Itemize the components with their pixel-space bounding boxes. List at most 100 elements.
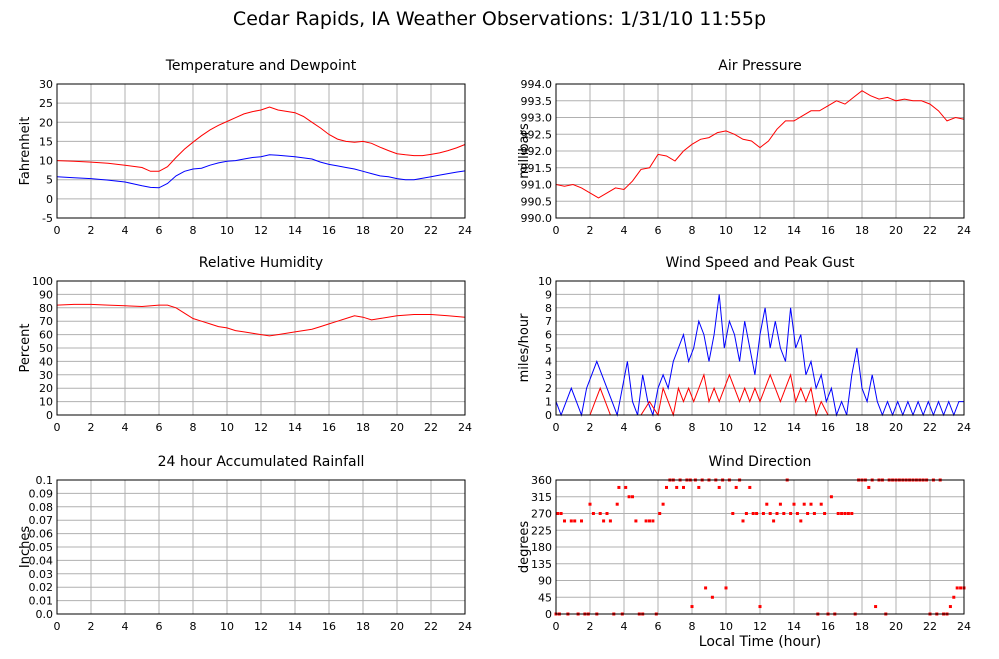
data-point <box>588 502 592 506</box>
x-tick-label: 8 <box>689 620 696 633</box>
y-tick-label: 5 <box>545 342 552 355</box>
x-tick-label: 24 <box>458 620 472 633</box>
x-tick-label: 24 <box>957 620 971 633</box>
data-point <box>809 502 813 506</box>
data-point <box>627 495 631 499</box>
x-tick-label: 2 <box>587 224 594 237</box>
data-point <box>563 519 566 523</box>
data-point <box>765 502 769 506</box>
data-point <box>634 519 638 523</box>
x-tick-label: 12 <box>753 620 767 633</box>
x-tick-label: 14 <box>787 421 801 434</box>
x-tick-label: 10 <box>220 224 234 237</box>
y-tick-label: 990.5 <box>521 195 553 208</box>
x-tick-label: 16 <box>322 224 336 237</box>
data-point <box>644 519 648 523</box>
data-point <box>624 485 628 489</box>
y-tick-label: 315 <box>531 491 552 504</box>
data-point <box>690 605 694 609</box>
x-tick-label: 16 <box>821 224 835 237</box>
x-tick-label: 10 <box>719 224 733 237</box>
data-point <box>761 512 765 515</box>
data-point <box>665 485 668 489</box>
x-tick-label: 10 <box>719 620 733 633</box>
data-point <box>850 512 854 515</box>
y-tick-label: 270 <box>531 508 552 521</box>
y-tick-label: 20 <box>39 382 53 395</box>
x-tick-label: 22 <box>424 421 438 434</box>
x-tick-label: 12 <box>254 421 268 434</box>
x-tick-label: 0 <box>553 224 560 237</box>
x-tick-label: 12 <box>753 421 767 434</box>
x-tick-label: 4 <box>621 620 628 633</box>
y-tick-label: 90 <box>39 288 53 301</box>
chart-title: Relative Humidity <box>199 255 323 271</box>
y-tick-label: 0.1 <box>36 474 54 487</box>
y-tick-label: 30 <box>39 78 53 91</box>
x-tick-label: 16 <box>322 620 336 633</box>
y-tick-label: 8 <box>545 302 552 315</box>
x-tick-label: 2 <box>587 620 594 633</box>
data-point <box>823 512 827 515</box>
chart-title: Air Pressure <box>718 58 801 74</box>
y-tick-label: 225 <box>531 524 552 537</box>
data-point <box>755 512 759 515</box>
y-tick-label: 30 <box>39 369 53 382</box>
plot-frame <box>56 83 466 219</box>
y-tick-label: 0.05 <box>29 541 54 554</box>
data-point <box>602 519 606 523</box>
x-tick-label: 12 <box>254 620 268 633</box>
data-point <box>658 512 662 515</box>
y-tick-label: 1 <box>545 396 552 409</box>
x-tick-label: 0 <box>54 620 61 633</box>
data-point <box>758 605 762 609</box>
x-tick-label: 20 <box>390 224 404 237</box>
data-point <box>710 595 714 599</box>
y-tick-label: 0.09 <box>29 487 54 500</box>
y-tick-label: 994.0 <box>521 78 553 91</box>
data-point <box>748 485 752 489</box>
y-tick-label: 4 <box>545 355 552 368</box>
chart-title: 24 hour Accumulated Rainfall <box>158 454 365 470</box>
y-tick-label: 50 <box>39 342 53 355</box>
x-axis-footer-label: Local Time (hour) <box>698 634 822 650</box>
y-tick-label: 0.08 <box>29 501 54 514</box>
chart-title: Temperature and Dewpoint <box>165 58 357 74</box>
plot-frame <box>555 479 965 615</box>
y-tick-label: 60 <box>39 329 53 342</box>
y-tick-label: 991.5 <box>521 162 553 175</box>
y-tick-label: 20 <box>39 116 53 129</box>
data-point <box>648 519 651 523</box>
y-tick-label: 0.01 <box>29 595 54 608</box>
x-tick-label: 20 <box>390 421 404 434</box>
data-point <box>959 586 963 590</box>
series-line-0 <box>555 90 965 199</box>
data-point <box>840 512 844 515</box>
y-tick-label: 100 <box>32 275 53 288</box>
x-tick-label: 14 <box>787 620 801 633</box>
data-point <box>768 512 772 515</box>
data-point <box>717 485 721 489</box>
y-tick-label: 70 <box>39 315 53 328</box>
x-tick-label: 12 <box>254 224 268 237</box>
data-point <box>591 512 595 515</box>
plot-frame <box>56 479 466 615</box>
y-axis-label: Fahrenheit <box>18 117 33 186</box>
x-tick-label: 24 <box>957 224 971 237</box>
x-tick-label: 14 <box>787 224 801 237</box>
y-tick-label: 90 <box>538 575 552 588</box>
x-tick-label: 2 <box>88 421 95 434</box>
y-tick-label: 991.0 <box>521 179 553 192</box>
data-point <box>802 502 806 506</box>
x-tick-label: 12 <box>753 224 767 237</box>
x-tick-label: 20 <box>889 421 903 434</box>
data-point <box>598 512 602 515</box>
series-line-0 <box>555 294 964 417</box>
x-tick-label: 24 <box>957 421 971 434</box>
y-tick-label: 0.03 <box>29 568 54 581</box>
x-tick-label: 0 <box>54 421 61 434</box>
